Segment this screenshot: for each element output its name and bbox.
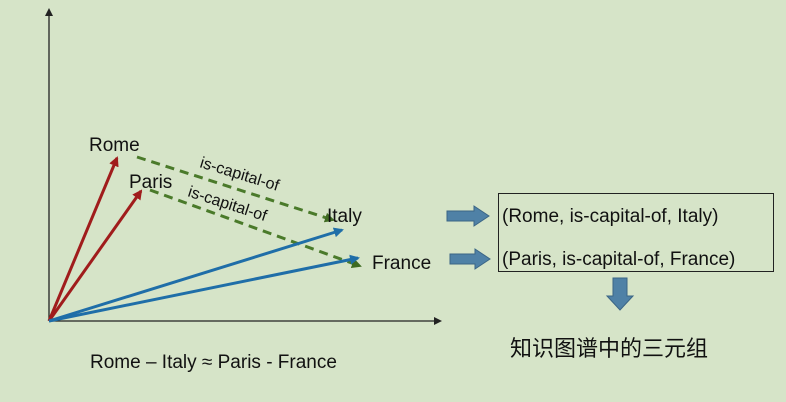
- flow-arrow-down: [605, 277, 635, 311]
- relation-arrow-rome-italy: [136, 155, 335, 223]
- label-rome: Rome: [89, 135, 140, 156]
- triple-paris-france: (Paris, is-capital-of, France): [502, 249, 736, 270]
- triple-rome-italy: (Rome, is-capital-of, Italy): [502, 206, 719, 227]
- label-paris: Paris: [129, 172, 172, 193]
- vector-paris: [47, 189, 143, 322]
- triples-box: [498, 193, 774, 272]
- vector-rome: [47, 156, 119, 322]
- conclusion-caption: 知识图谱中的三元组: [510, 337, 709, 362]
- flow-arrow-right-upper: [446, 205, 490, 227]
- equation-caption: Rome – Italy ≈ Paris - France: [90, 352, 337, 373]
- label-france: France: [372, 253, 431, 274]
- label-italy: Italy: [327, 206, 362, 227]
- relation-arrow-paris-france: [149, 188, 362, 268]
- flow-arrow-right-lower: [449, 248, 491, 270]
- vector-italy: [48, 227, 344, 323]
- vector-france: [48, 254, 360, 323]
